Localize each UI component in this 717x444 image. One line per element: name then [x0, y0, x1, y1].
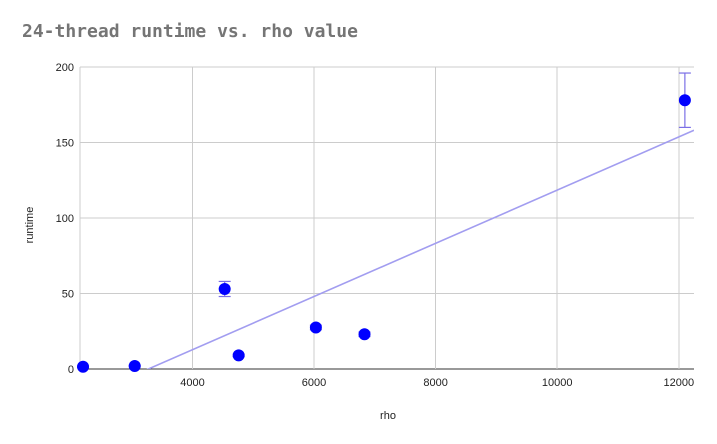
y-tick-label: 0: [68, 364, 74, 376]
data-point: [358, 328, 371, 341]
grid-lines: [79, 66, 694, 370]
data-point: [309, 321, 322, 334]
data-point: [218, 282, 231, 295]
x-tick-label: 10000: [542, 377, 573, 389]
data-point: [77, 360, 90, 373]
chart-title: 24-thread runtime vs. rho value: [22, 21, 358, 42]
x-axis-label: rho: [380, 410, 396, 422]
x-tick-label: 12000: [664, 377, 695, 389]
x-tick-label: 8000: [423, 377, 447, 389]
axis-labels: rho runtime: [24, 207, 396, 422]
y-tick-label: 150: [56, 138, 74, 150]
y-tick-label: 100: [56, 213, 74, 225]
data-point: [128, 359, 141, 372]
x-tick-label: 4000: [180, 377, 204, 389]
trendline-group: [146, 129, 694, 369]
y-tick-label: 50: [62, 289, 74, 301]
y-tick-label: 200: [56, 62, 74, 74]
tick-labels: 0 50 100 150 200 4000 6000 8000 10000 12000: [56, 62, 694, 389]
points-group: [77, 94, 691, 373]
errorbars-group: [77, 72, 691, 369]
data-point: [678, 94, 691, 107]
x-tick-label: 6000: [302, 377, 326, 389]
y-axis-label: runtime: [24, 207, 36, 244]
data-point: [232, 349, 245, 362]
trendline: [146, 129, 694, 369]
